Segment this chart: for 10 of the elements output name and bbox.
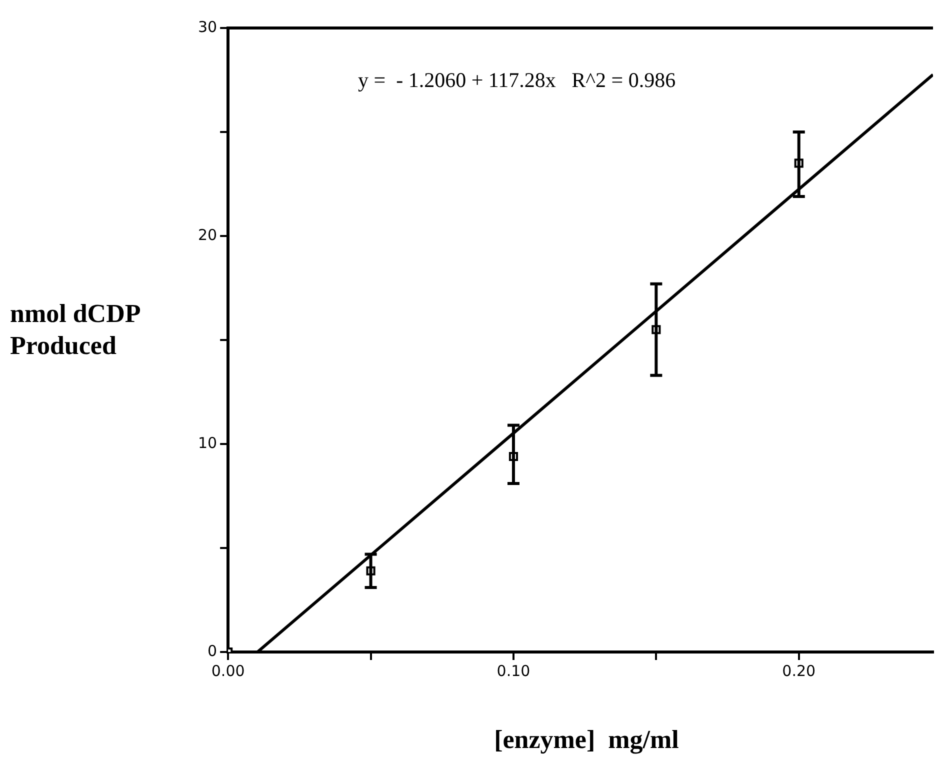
annotation: y = - 1.2060 + 117.28x R^2 = 0.986 (358, 68, 676, 93)
x-axis-title: [enzyme] mg/ml (493, 725, 680, 755)
y-tick-label: 30 (198, 18, 218, 36)
y-tick-label: 20 (198, 226, 218, 244)
y-tick-label: 10 (198, 434, 218, 452)
x-tick-label: 0.00 (211, 662, 245, 680)
y-axis-title: nmol dCDP Produced (10, 298, 141, 362)
x-tick-label: 0.20 (782, 662, 816, 680)
x-tick-label: 0.10 (496, 662, 530, 680)
y-tick-label: 0 (208, 642, 218, 660)
